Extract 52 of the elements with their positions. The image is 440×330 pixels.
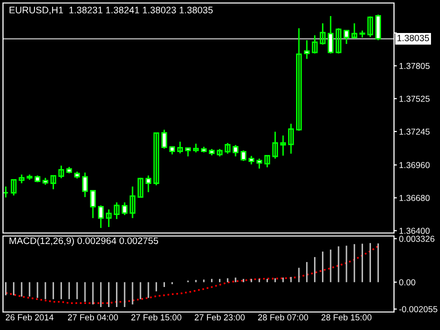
x-tick-label: 28 Feb 07:00 <box>258 314 308 320</box>
candlestick <box>130 186 136 219</box>
candlestick <box>328 15 334 54</box>
candlestick <box>304 40 310 60</box>
candlestick <box>177 141 183 154</box>
candlestick <box>161 129 168 150</box>
y-tick-label: 1.36680 <box>400 194 430 201</box>
x-tick-label: 27 Feb 04:00 <box>68 314 118 320</box>
candlestick <box>224 142 230 154</box>
candlestick <box>10 178 17 196</box>
candlestick <box>272 131 278 160</box>
y-tick-label: 1.37525 <box>400 96 430 102</box>
candlestick <box>288 123 294 154</box>
chart-title: EURUSD,H1 1.38231 1.38241 1.38023 1.38035 <box>10 6 213 15</box>
ref-line-label: 1.38035 <box>397 34 430 42</box>
candlestick <box>312 34 318 54</box>
y-tick-label: 1.36960 <box>400 162 430 168</box>
candlestick <box>264 154 270 168</box>
candlestick <box>58 164 64 179</box>
candlestick <box>82 172 88 198</box>
candlestick <box>114 202 120 220</box>
candlestick <box>336 28 342 54</box>
line-series <box>4 245 379 304</box>
x-tick-label: 27 Feb 23:00 <box>194 314 245 320</box>
candlestick <box>122 202 128 216</box>
candlestick <box>344 30 350 45</box>
chart-title: MACD(12,26,9) 0.002964 0.002755 <box>10 237 158 246</box>
x-tick-label: 26 Feb 2014 <box>6 314 54 320</box>
candlestick <box>367 16 374 38</box>
y-tick-label: 0.00 <box>399 279 416 286</box>
candlestick <box>50 175 56 190</box>
candlestick <box>153 132 160 186</box>
y-tick-label: 0.003326 <box>399 236 434 242</box>
x-tick-label: 28 Feb 15:00 <box>322 314 372 320</box>
candlestick <box>138 177 144 198</box>
candlestick <box>280 134 286 156</box>
candlestick <box>296 28 302 132</box>
candlestick <box>240 150 246 162</box>
candlestick <box>98 204 104 229</box>
candlestick <box>90 190 96 219</box>
y-tick-label: -0.002055 <box>399 306 438 312</box>
candlestick <box>106 208 112 228</box>
candlestick <box>320 22 326 46</box>
y-tick-label: 1.36400 <box>400 228 430 234</box>
candlestick <box>352 22 358 40</box>
y-tick-label: 1.37245 <box>400 128 430 135</box>
candlestick <box>256 158 262 170</box>
y-tick-label: 1.37805 <box>400 62 430 69</box>
candlestick <box>375 14 382 41</box>
x-tick-label: 27 Feb 15:00 <box>131 314 182 320</box>
candlestick <box>232 144 238 158</box>
candlestick <box>146 174 152 193</box>
